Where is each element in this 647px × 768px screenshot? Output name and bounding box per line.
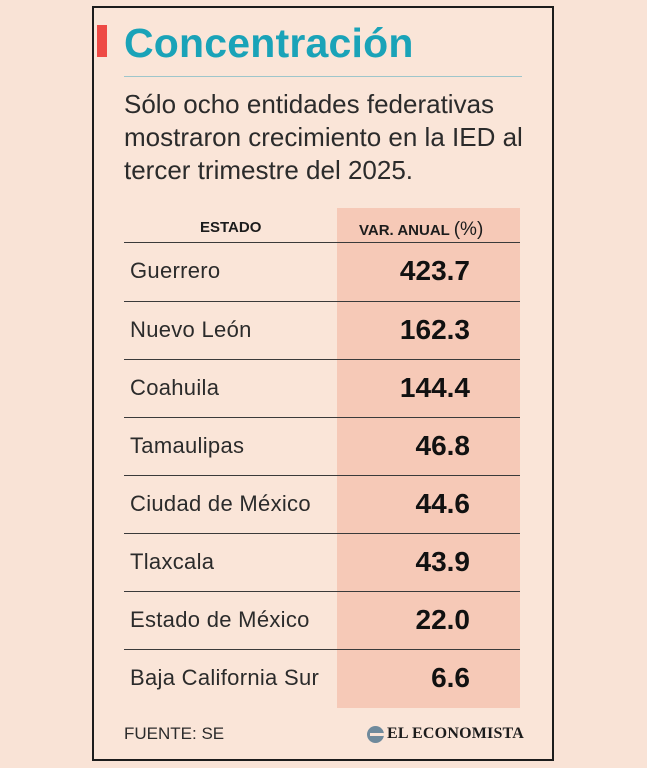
column-header-state: ESTADO bbox=[200, 219, 262, 236]
column-header-value-unit: (%) bbox=[453, 219, 484, 240]
row-value: 43.9 bbox=[415, 546, 471, 577]
row-state: Baja California Sur bbox=[130, 665, 320, 690]
table-rule bbox=[124, 301, 520, 302]
table-rule bbox=[124, 591, 520, 592]
row-value: 423.7 bbox=[399, 255, 470, 286]
row-state: Tlaxcala bbox=[130, 549, 215, 574]
row-value: 6.6 bbox=[431, 662, 470, 693]
row-state: Guerrero bbox=[130, 258, 221, 283]
table-row: Tlaxcala 43.9 bbox=[124, 534, 520, 592]
accent-bar bbox=[97, 25, 107, 57]
column-header-value-label: VAR. ANUAL bbox=[359, 222, 450, 239]
row-value: 22.0 bbox=[415, 604, 471, 635]
table-rule bbox=[124, 475, 520, 476]
table-rule bbox=[124, 649, 520, 650]
row-state: Ciudad de México bbox=[130, 491, 311, 516]
column-header-value: VAR. ANUAL (%) bbox=[359, 219, 483, 241]
table-row: Baja California Sur 6.6 bbox=[124, 650, 520, 708]
brand-mark-icon bbox=[367, 725, 384, 743]
row-value: 162.3 bbox=[399, 314, 470, 345]
table-row: Coahuila 144.4 bbox=[124, 360, 520, 418]
table-rule bbox=[124, 533, 520, 534]
row-state: Coahuila bbox=[130, 375, 220, 400]
brand-logo: EL ECONOMISTA bbox=[367, 725, 524, 743]
table-rule bbox=[124, 417, 520, 418]
brand-name: EL ECONOMISTA bbox=[387, 725, 524, 742]
title-divider bbox=[124, 76, 522, 77]
row-state: Nuevo León bbox=[130, 317, 252, 342]
table-row: Estado de México 22.0 bbox=[124, 592, 520, 650]
row-value: 44.6 bbox=[415, 488, 471, 519]
table-row: Ciudad de México 44.6 bbox=[124, 476, 520, 534]
table-rule bbox=[124, 242, 520, 243]
row-value: 46.8 bbox=[415, 430, 471, 461]
row-value: 144.4 bbox=[399, 372, 470, 403]
table-row: Tamaulipas 46.8 bbox=[124, 418, 520, 476]
page-title: Concentración bbox=[124, 20, 414, 66]
row-state: Tamaulipas bbox=[130, 433, 245, 458]
table-rule bbox=[124, 359, 520, 360]
row-state: Estado de México bbox=[130, 607, 310, 632]
source-note: FUENTE: SE bbox=[124, 724, 225, 743]
table-row: Nuevo León 162.3 bbox=[124, 302, 520, 360]
value-column-shade bbox=[337, 208, 520, 708]
subtitle: Sólo ocho entidades federativas mostraro… bbox=[124, 89, 523, 185]
table-row: Guerrero 423.7 bbox=[124, 243, 520, 301]
